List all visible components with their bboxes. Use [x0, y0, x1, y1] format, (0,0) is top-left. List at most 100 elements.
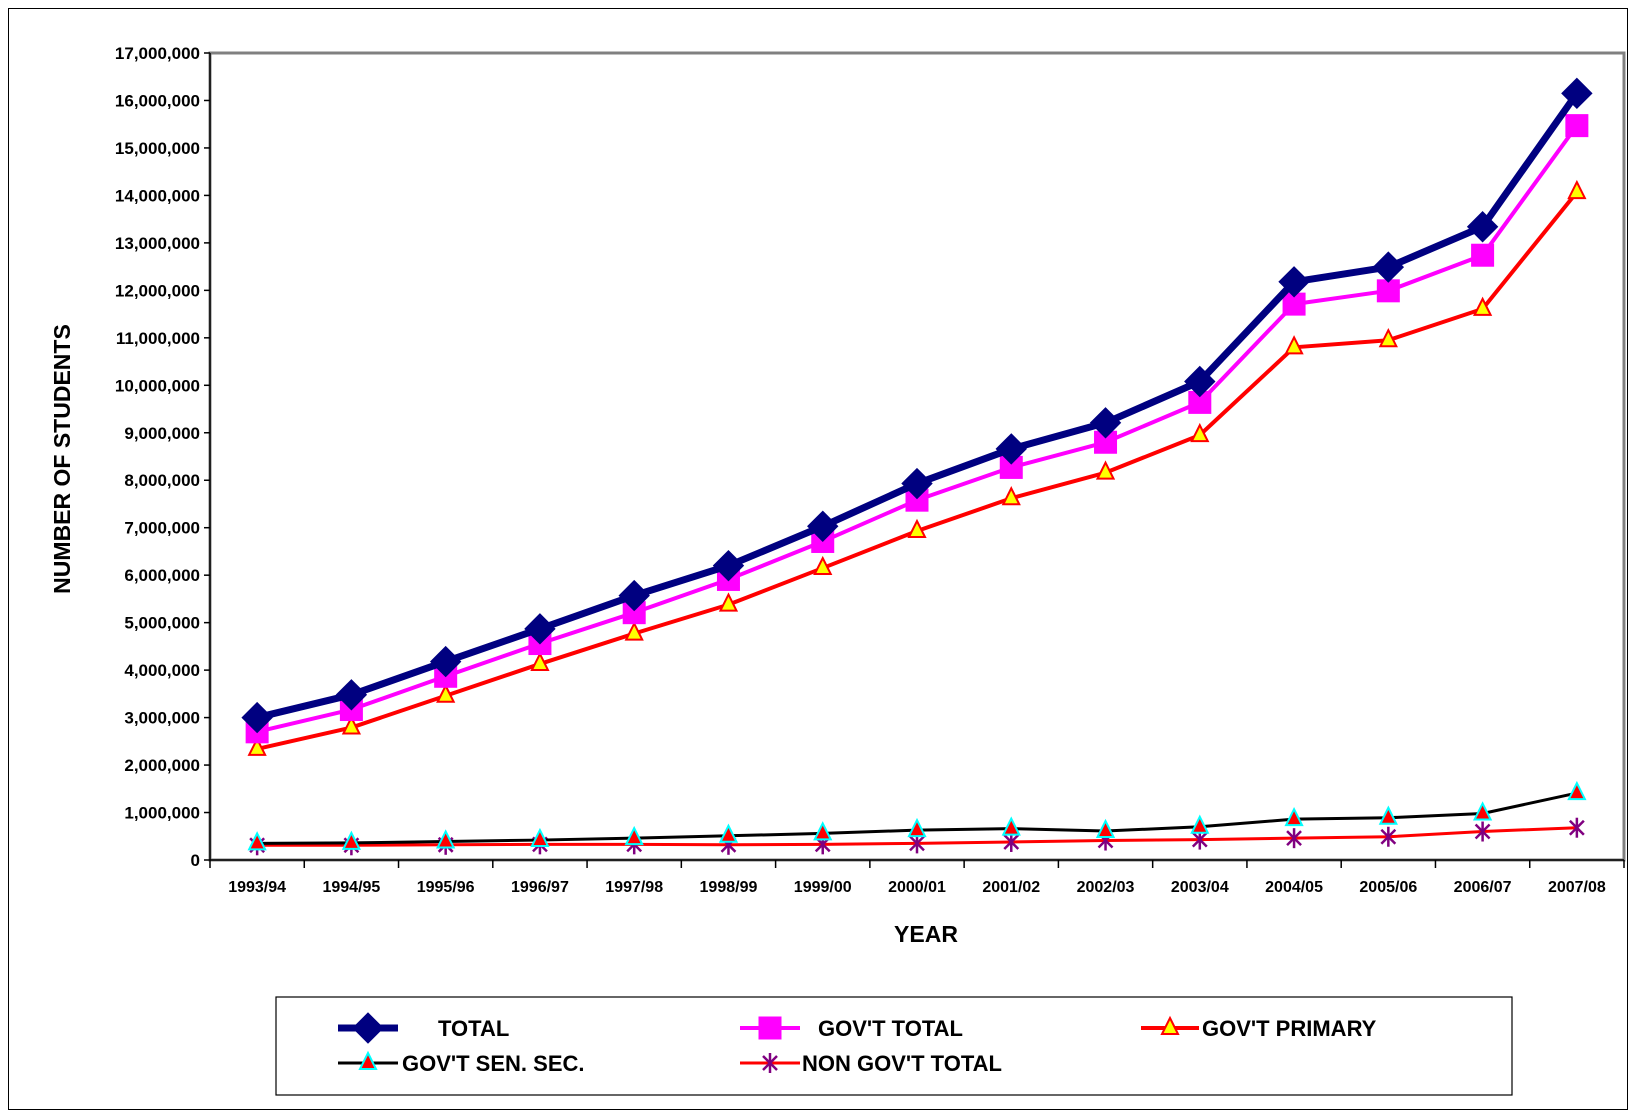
y-axis: 0 1,000,000 2,000,000 3,000,000 4,000,000 5,0… [115, 44, 211, 870]
data-point [624, 825, 644, 846]
legend: TOTAL GOV'T TOTAL GOV'T PRIMARY GOV'T SEN. … [275, 996, 1513, 1096]
data-point [807, 510, 839, 542]
series-line [256, 91, 1580, 721]
data-point [1380, 826, 1397, 847]
series-line [256, 124, 1579, 734]
data-point [247, 831, 267, 851]
data-point [718, 823, 739, 843]
legend-swatch-marker [762, 1053, 778, 1073]
data-point [624, 621, 644, 641]
data-point [436, 683, 456, 703]
y-tick-label: 7,000,000 [124, 519, 200, 538]
legend-item-0: TOTAL [338, 1012, 509, 1044]
data-point [341, 830, 362, 850]
y-tick-label: 15,000,000 [115, 139, 200, 158]
data-point [1472, 801, 1493, 821]
y-tick-label: 6,000,000 [124, 566, 200, 585]
data-point [530, 651, 550, 671]
data-point [436, 829, 456, 849]
data-point [241, 701, 273, 734]
data-point [1378, 327, 1398, 348]
data-point [1284, 335, 1304, 355]
x-tick-label: 2002/03 [1077, 879, 1135, 896]
x-axis-title: YEAR [894, 921, 958, 947]
data-point [1378, 805, 1398, 825]
data-point [1278, 266, 1310, 298]
y-tick-label: 10,000,000 [115, 376, 200, 395]
x-tick-label: 2006/07 [1454, 879, 1512, 896]
legend-item-2: GOV'T PRIMARY [1141, 1015, 1377, 1041]
chart-frame [8, 8, 1628, 1110]
legend-label: GOV'T PRIMARY [1202, 1016, 1377, 1041]
legend-label: GOV'T SEN. SEC. [402, 1051, 585, 1076]
data-point [1472, 296, 1493, 316]
data-point [995, 433, 1027, 465]
x-tick-label: 2007/08 [1548, 879, 1606, 896]
x-tick-label: 1998/99 [700, 879, 758, 896]
y-tick-label: 16,000,000 [115, 91, 200, 110]
data-point [1567, 179, 1587, 200]
x-tick-label: 1997/98 [605, 879, 663, 896]
legend-item-4: NON GOV'T TOTAL [740, 1051, 1002, 1076]
data-point [530, 827, 550, 848]
x-tick-label: 1996/97 [511, 879, 569, 896]
x-tick-label: 1994/95 [322, 879, 380, 896]
data-point [1568, 817, 1585, 838]
data-point [1466, 211, 1499, 243]
data-point [1001, 486, 1021, 506]
data-point [1471, 243, 1495, 267]
data-point [429, 645, 462, 678]
y-tick-label: 3,000,000 [124, 709, 200, 728]
data-point [718, 592, 739, 612]
x-tick-label: 2005/06 [1359, 879, 1417, 896]
data-point [1284, 806, 1304, 827]
data-point [1376, 279, 1400, 303]
x-tick-label: 1995/96 [417, 879, 475, 896]
data-point [907, 518, 927, 539]
data-point [813, 555, 833, 576]
data-point [1567, 780, 1587, 801]
data-point [1190, 422, 1210, 443]
y-tick-label: 8,000,000 [124, 471, 200, 490]
legend-label: TOTAL [438, 1016, 509, 1041]
data-point [1001, 816, 1021, 836]
x-tick-label: 2004/05 [1265, 879, 1323, 896]
data-point [618, 579, 650, 612]
y-tick-label: 14,000,000 [115, 186, 200, 205]
data-point [1190, 814, 1210, 834]
data-point [1561, 77, 1593, 110]
legend-swatch-marker [358, 1050, 378, 1070]
data-point [1474, 821, 1491, 842]
y-tick-label: 11,000,000 [116, 329, 200, 348]
data-point [1184, 365, 1216, 398]
data-point [813, 821, 833, 841]
data-point [335, 679, 368, 711]
legend-item-3: GOV'T SEN. SEC. [338, 1050, 585, 1076]
data-point [341, 715, 362, 735]
y-tick-label: 9,000,000 [124, 424, 200, 443]
y-tick-label: 17,000,000 [115, 44, 200, 63]
data-point [901, 467, 933, 500]
data-point [247, 736, 267, 756]
data-point [524, 613, 556, 645]
x-tick-label: 2000/01 [888, 879, 946, 896]
data-point [1089, 407, 1122, 439]
legend-swatch-marker [1160, 1015, 1180, 1035]
series-0 [241, 77, 1593, 734]
y-tick-label: 4,000,000 [124, 661, 200, 680]
legend-swatch-marker [758, 1016, 782, 1040]
series-2 [247, 179, 1587, 756]
y-tick-label: 2,000,000 [124, 756, 200, 775]
legend-label: GOV'T TOTAL [818, 1016, 963, 1041]
y-tick-label: 12,000,000 [115, 281, 200, 300]
legend-box [275, 996, 1513, 1096]
legend-swatch-marker [352, 1012, 384, 1044]
legend-label: NON GOV'T TOTAL [802, 1051, 1002, 1076]
data-point [1565, 114, 1589, 138]
x-tick-label: 2003/04 [1171, 879, 1229, 896]
data-point [1372, 251, 1405, 283]
series-layer [241, 77, 1593, 856]
x-tick-label: 2001/02 [982, 879, 1040, 896]
y-tick-label: 1,000,000 [124, 804, 200, 823]
